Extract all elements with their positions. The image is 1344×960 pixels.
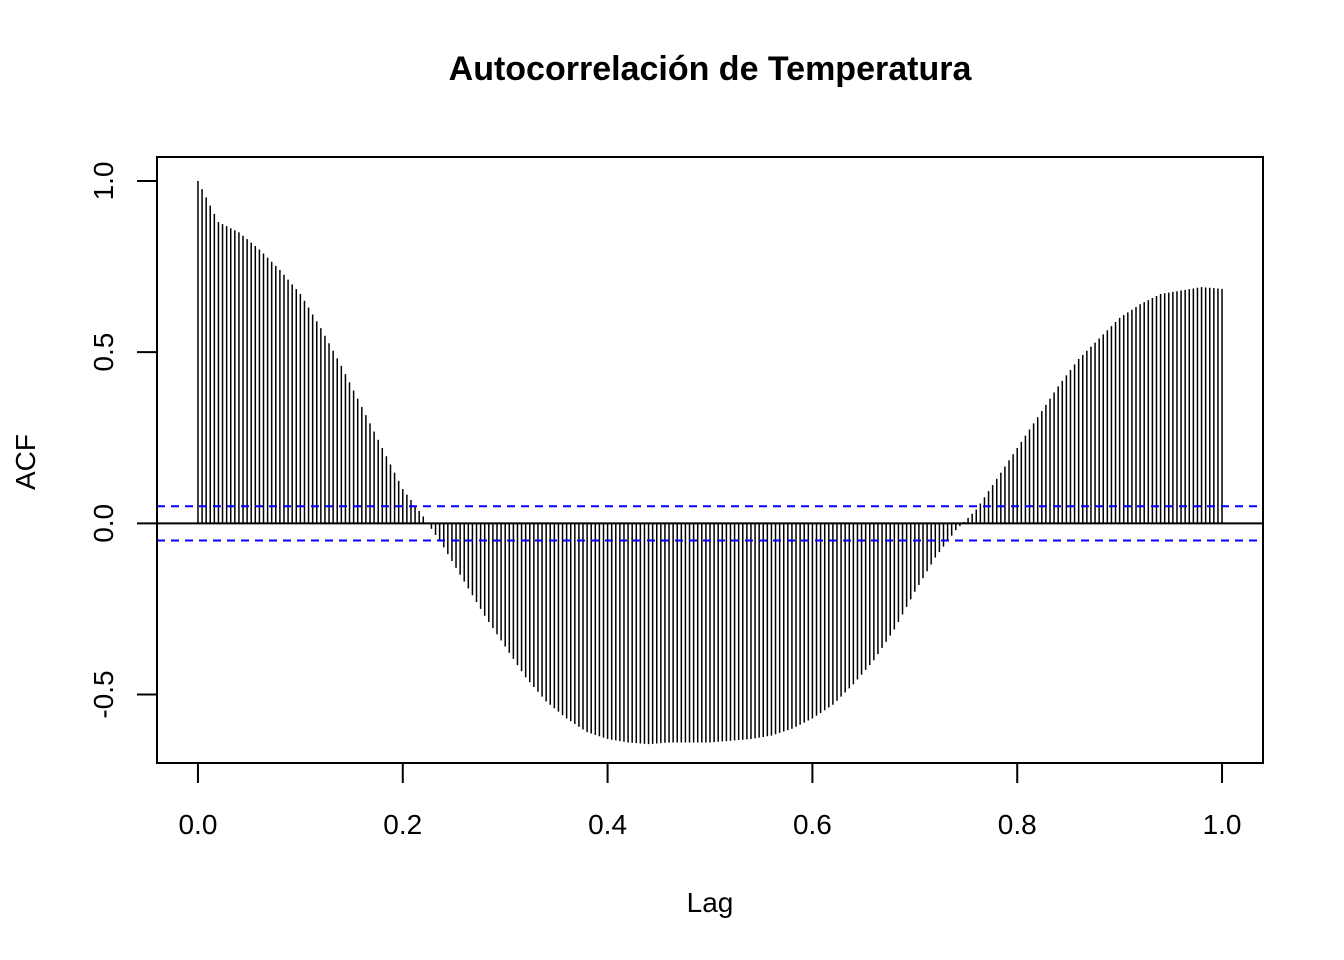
x-tick-label: 0.2 xyxy=(383,809,422,840)
x-tick-label: 0.6 xyxy=(793,809,832,840)
chart-title: Autocorrelación de Temperatura xyxy=(449,50,973,88)
x-tick-label: 0.8 xyxy=(998,809,1037,840)
y-axis: -0.5 0.0 0.5 1.0 xyxy=(88,161,158,719)
x-axis-label: Lag xyxy=(687,887,734,918)
y-tick-label: -0.5 xyxy=(88,670,119,718)
x-tick-label: 0.4 xyxy=(588,809,627,840)
confidence-bounds xyxy=(157,505,1263,542)
x-tick-label: 0.0 xyxy=(178,809,217,840)
x-tick-label: 1.0 xyxy=(1203,809,1242,840)
y-tick-label: 0.5 xyxy=(88,333,119,372)
y-axis-label: ACF xyxy=(10,434,41,490)
x-axis: 0.0 0.2 0.4 0.6 0.8 1.0 xyxy=(178,762,1242,840)
acf-bars xyxy=(197,180,1223,745)
y-tick-label: 0.0 xyxy=(88,504,119,543)
y-tick-label: 1.0 xyxy=(88,161,119,200)
